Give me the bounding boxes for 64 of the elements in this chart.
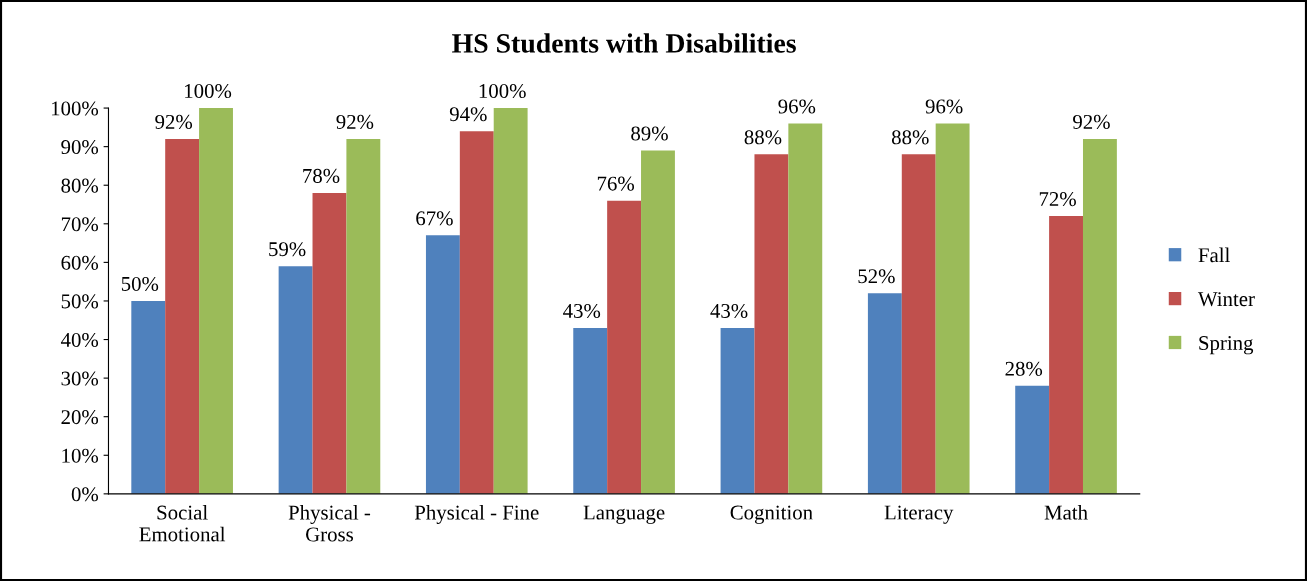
- x-tick-label: Physical - Fine: [414, 504, 539, 524]
- bar: [493, 108, 528, 494]
- bar: [573, 327, 608, 494]
- y-tick-label: 100%: [51, 101, 99, 116]
- data-label: 100%: [479, 83, 526, 99]
- y-tick-label: 20%: [61, 410, 99, 425]
- bar: [199, 108, 233, 494]
- data-label: 76%: [597, 176, 635, 191]
- bar: [312, 192, 347, 494]
- bar: [867, 293, 902, 494]
- y-tick-label: 80%: [61, 178, 99, 193]
- x-tick-label: Cognition: [730, 505, 813, 524]
- legend-label: Winter: [1197, 292, 1255, 307]
- bar: [425, 235, 460, 494]
- data-label: 92%: [155, 114, 193, 129]
- legend-label: Spring: [1199, 336, 1254, 355]
- bar: [1015, 385, 1050, 494]
- x-tick-label: Literacy: [884, 505, 954, 524]
- data-label: 59%: [269, 242, 306, 257]
- y-tick-label: 30%: [61, 371, 99, 386]
- bar: [1049, 216, 1083, 494]
- data-label: 50%: [121, 276, 159, 292]
- data-label: 92%: [1073, 114, 1110, 129]
- legend-label: Fall: [1198, 247, 1230, 263]
- data-label: 67%: [416, 211, 453, 226]
- bar: [754, 154, 789, 494]
- data-label: 96%: [778, 99, 816, 114]
- data-label: 43%: [563, 303, 601, 319]
- bar: [641, 150, 675, 494]
- bar: [278, 266, 313, 494]
- bar: [131, 300, 166, 494]
- data-label: 43%: [710, 303, 748, 319]
- data-label: 89%: [631, 126, 668, 141]
- bar: [459, 131, 494, 494]
- bar: [901, 154, 936, 494]
- bar: [346, 138, 381, 494]
- data-label: 88%: [891, 130, 929, 145]
- y-tick-label: 50%: [61, 294, 99, 309]
- chart-title: HS Students with Disabilities: [452, 33, 796, 53]
- y-tick-label: 0%: [71, 487, 99, 502]
- x-tick-label: Language: [583, 505, 665, 524]
- bar: [1082, 138, 1117, 494]
- data-label: 72%: [1039, 192, 1076, 207]
- data-label: 94%: [449, 107, 487, 122]
- x-tick-label: Physical - Gross: [288, 504, 371, 542]
- bar: [607, 200, 642, 494]
- y-tick-label: 90%: [61, 140, 99, 155]
- y-tick-label: 60%: [61, 255, 99, 270]
- y-tick-label: 10%: [62, 448, 99, 463]
- x-tick-label: Math: [1044, 504, 1088, 520]
- bar: [720, 327, 755, 494]
- bar: [935, 123, 970, 494]
- bar: [788, 123, 823, 494]
- data-label: 28%: [1005, 361, 1043, 376]
- data-label: 78%: [303, 168, 340, 183]
- y-tick-label: 40%: [60, 332, 99, 348]
- y-tick-label: 70%: [61, 217, 99, 232]
- bar: [165, 138, 200, 494]
- data-label: 88%: [744, 130, 782, 145]
- data-label: 52%: [858, 269, 895, 284]
- data-label: 100%: [185, 83, 232, 99]
- x-tick-label: Social Emotional: [139, 504, 226, 542]
- data-label: 92%: [336, 114, 374, 129]
- data-label: 96%: [925, 99, 963, 114]
